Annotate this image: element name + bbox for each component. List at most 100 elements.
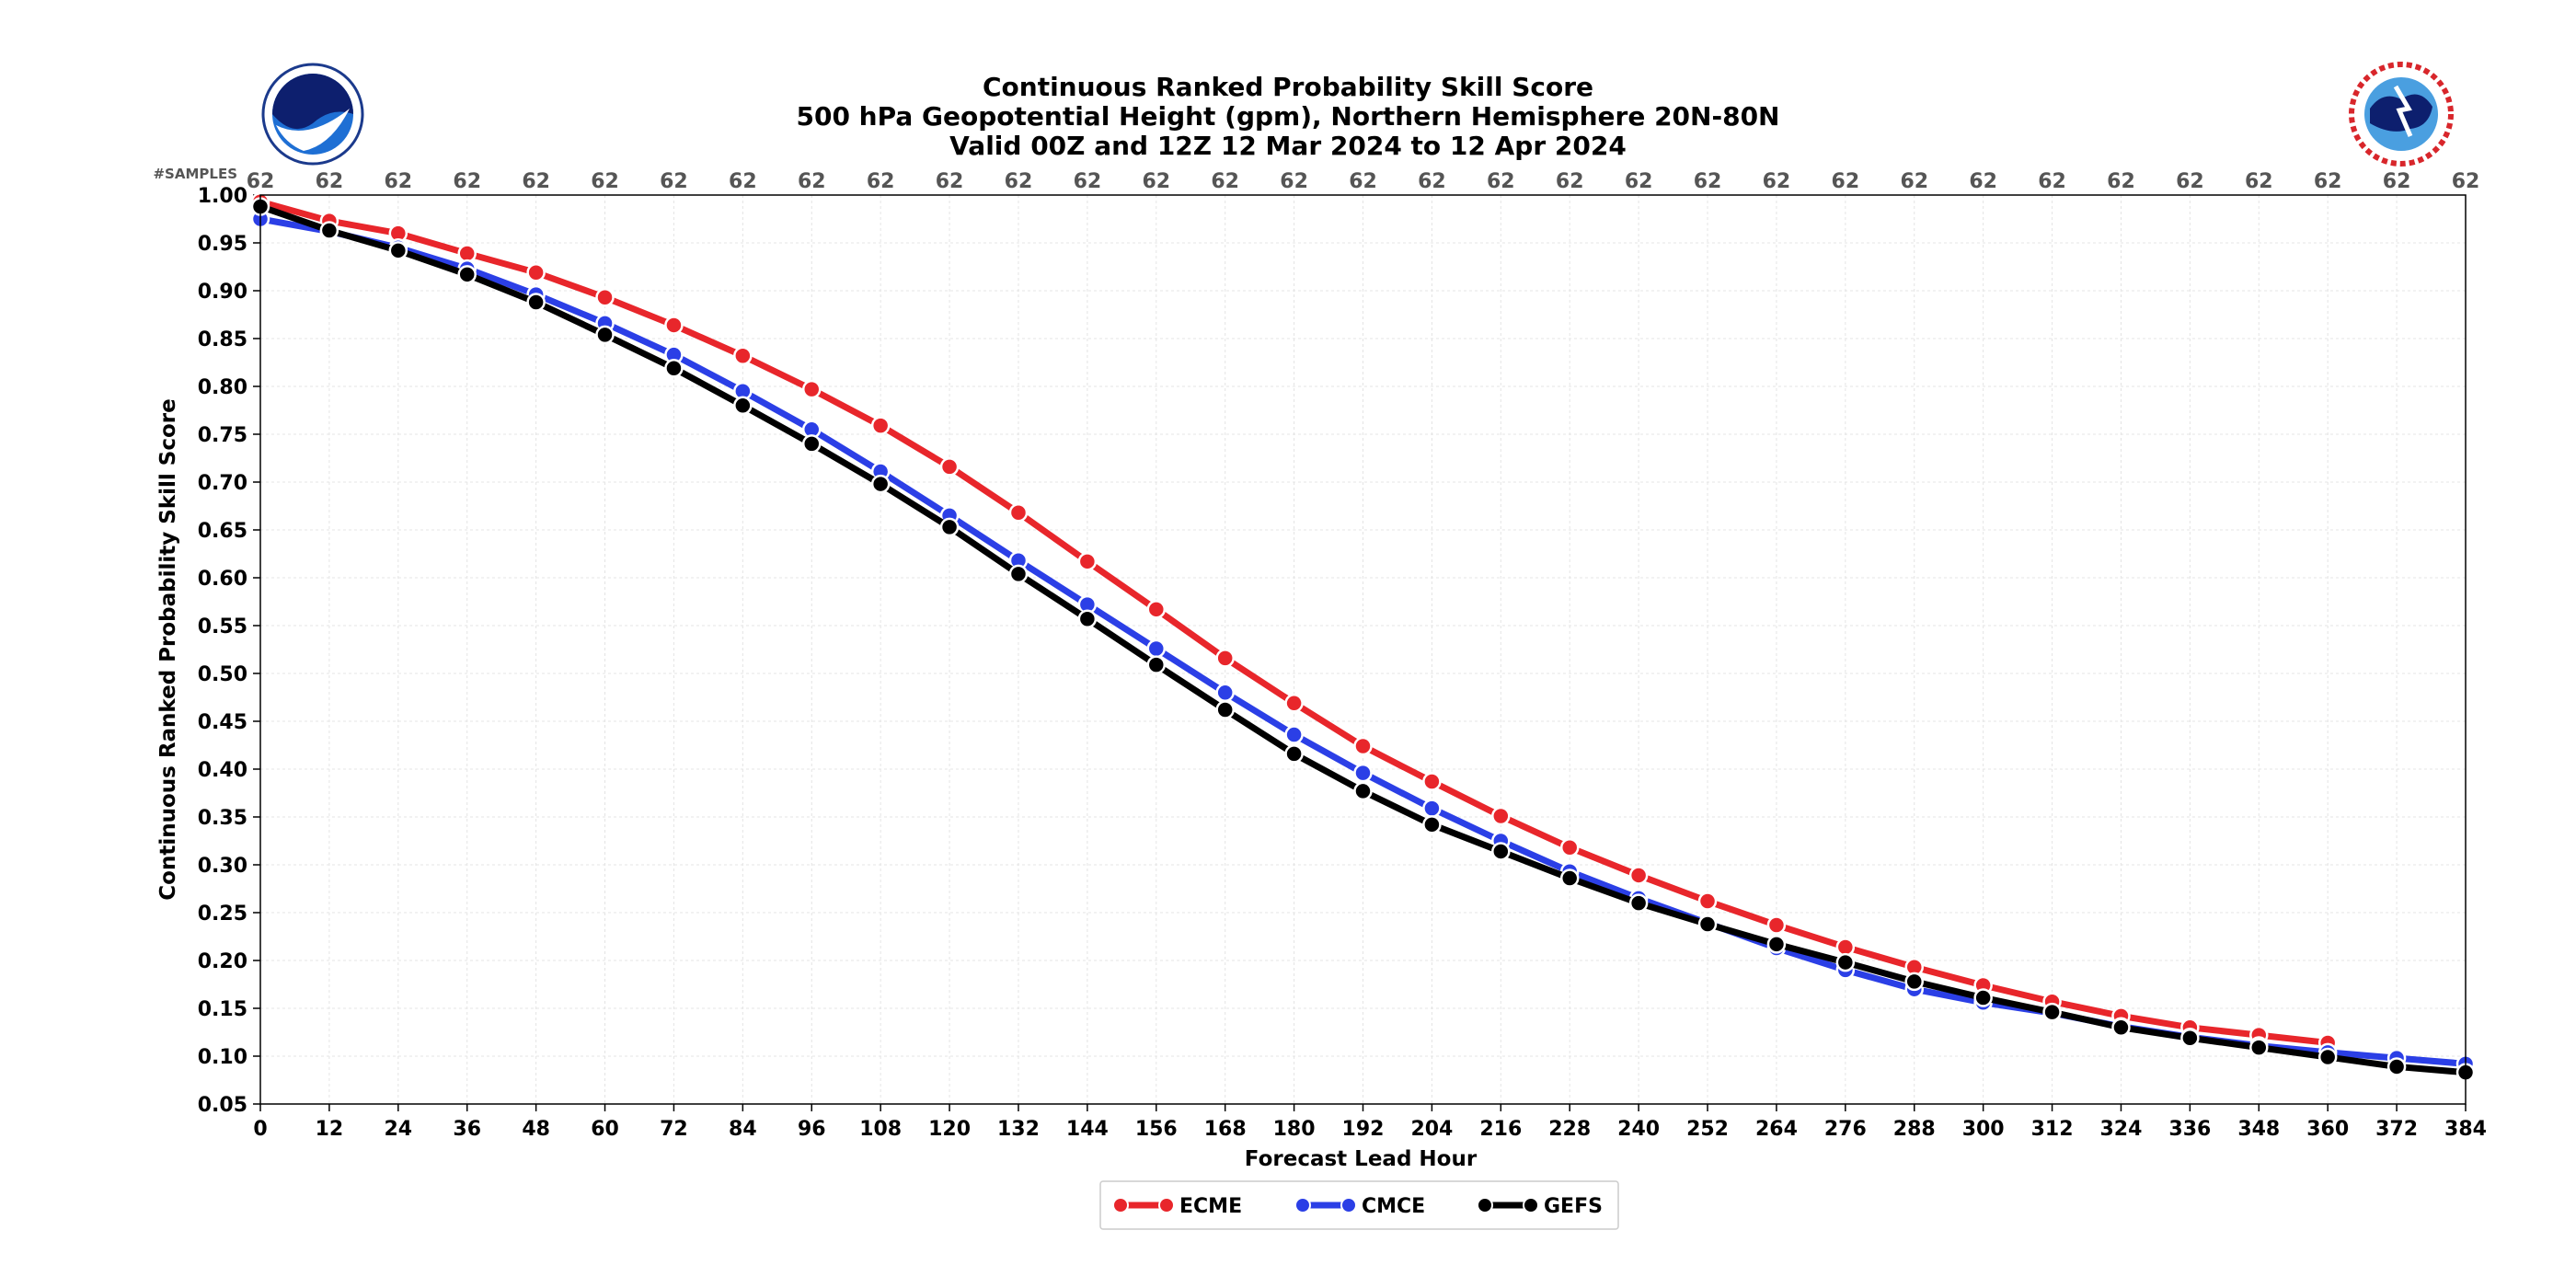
legend-swatch-marker bbox=[1294, 1197, 1311, 1213]
x-tick-label: 96 bbox=[798, 1118, 826, 1141]
x-tick-label: 288 bbox=[1893, 1118, 1936, 1141]
data-point-gefs bbox=[2317, 1047, 2338, 1067]
data-point-gefs bbox=[2386, 1057, 2407, 1076]
data-point-gefs bbox=[2042, 1002, 2062, 1022]
y-tick-label: 0.50 bbox=[198, 663, 247, 686]
samples-row: #SAMPLES 62 62 62 62 62 62 62 62 62 62 62 62 62 62 62 6… bbox=[153, 166, 2479, 193]
x-tick-label: 180 bbox=[1273, 1118, 1316, 1141]
y-tick-label: 0.05 bbox=[198, 1094, 247, 1117]
data-point-gefs bbox=[1766, 935, 1787, 954]
legend-swatch-marker bbox=[1340, 1197, 1357, 1213]
sample-count-label: 62 bbox=[1074, 170, 1102, 193]
sample-count-label: 62 bbox=[247, 170, 275, 193]
data-point-ecme bbox=[1766, 915, 1787, 935]
y-tick-label: 0.30 bbox=[198, 855, 247, 878]
data-point-ecme bbox=[664, 316, 684, 335]
data-point-gefs bbox=[1697, 914, 1718, 934]
data-point-ecme bbox=[1559, 838, 1580, 857]
x-tick-label: 348 bbox=[2237, 1118, 2280, 1141]
data-point-gefs bbox=[526, 293, 546, 312]
chart-title-line-3: Valid 00Z and 12Z 12 Mar 2024 to 12 Apr … bbox=[949, 131, 1627, 161]
sample-count-label: 62 bbox=[729, 170, 757, 193]
sample-count-label: 62 bbox=[1625, 170, 1653, 193]
data-point-gefs bbox=[2249, 1038, 2269, 1057]
data-point-gefs bbox=[1077, 609, 1098, 628]
y-tick-label: 0.85 bbox=[198, 328, 247, 351]
y-tick-label: 0.90 bbox=[198, 281, 247, 304]
data-point-ecme bbox=[1353, 736, 1373, 756]
x-tick-label: 168 bbox=[1204, 1118, 1247, 1141]
data-point-gefs bbox=[1835, 952, 1856, 972]
sample-count-label: 62 bbox=[2038, 170, 2066, 193]
sample-count-label: 62 bbox=[1418, 170, 1446, 193]
data-point-gefs bbox=[1628, 893, 1649, 913]
x-tick-label: 120 bbox=[928, 1118, 971, 1141]
data-point-gefs bbox=[1353, 781, 1373, 801]
data-point-gefs bbox=[1215, 700, 1235, 719]
x-tick-label: 48 bbox=[522, 1118, 550, 1141]
data-point-gefs bbox=[1491, 842, 1511, 861]
sample-count-label: 62 bbox=[2245, 170, 2273, 193]
data-point-cmce bbox=[1215, 683, 1235, 703]
x-tick-label: 264 bbox=[1755, 1118, 1798, 1141]
data-point-ecme bbox=[870, 416, 891, 435]
data-point-gefs bbox=[1284, 744, 1304, 764]
sample-count-label: 62 bbox=[867, 170, 895, 193]
x-tick-label: 204 bbox=[1410, 1118, 1453, 1141]
legend-label-cmce: CMCE bbox=[1362, 1195, 1425, 1218]
x-tick-label: 144 bbox=[1066, 1118, 1109, 1141]
data-point-gefs bbox=[1904, 972, 1924, 992]
data-point-ecme bbox=[1284, 693, 1304, 713]
y-tick-label: 0.65 bbox=[198, 520, 247, 543]
y-tick-label: 0.15 bbox=[198, 998, 247, 1021]
x-tick-label: 216 bbox=[1479, 1118, 1522, 1141]
x-tick-label: 60 bbox=[591, 1118, 619, 1141]
sample-count-label: 62 bbox=[1900, 170, 1928, 193]
data-point-gefs bbox=[802, 434, 822, 454]
data-point-gefs bbox=[1973, 988, 1993, 1007]
x-tick-label: 24 bbox=[385, 1118, 413, 1141]
legend-swatch-marker bbox=[1158, 1197, 1175, 1213]
sample-count-label: 62 bbox=[1211, 170, 1239, 193]
x-tick-label: 300 bbox=[1962, 1118, 2005, 1141]
sample-count-label: 62 bbox=[1280, 170, 1308, 193]
data-point-ecme bbox=[1215, 649, 1235, 668]
legend-swatch-marker bbox=[1112, 1197, 1129, 1213]
data-point-ecme bbox=[1008, 503, 1029, 523]
data-point-gefs bbox=[2111, 1018, 2131, 1038]
samples-header: #SAMPLES bbox=[153, 166, 237, 182]
data-point-ecme bbox=[457, 244, 477, 263]
data-point-cmce bbox=[1284, 725, 1304, 744]
legend-box bbox=[1099, 1180, 1619, 1230]
legend-label-gefs: GEFS bbox=[1544, 1195, 1603, 1218]
x-tick-label: 0 bbox=[253, 1118, 267, 1141]
y-tick-label: 0.60 bbox=[198, 568, 247, 591]
data-point-gefs bbox=[870, 474, 891, 494]
x-tick-label: 156 bbox=[1135, 1118, 1178, 1141]
x-tick-label: 276 bbox=[1824, 1118, 1867, 1141]
y-tick-label: 1.00 bbox=[198, 185, 247, 208]
sample-count-label: 62 bbox=[1487, 170, 1515, 193]
data-point-gefs bbox=[939, 517, 960, 537]
sample-count-label: 62 bbox=[1969, 170, 1997, 193]
y-tick-label: 0.55 bbox=[198, 615, 247, 638]
x-tick-label: 192 bbox=[1342, 1118, 1385, 1141]
x-axis: 0 12 24 36 48 60 72 84 96 108 120 132 144 156 168 180 19… bbox=[253, 1104, 2487, 1141]
sample-count-label: 62 bbox=[522, 170, 550, 193]
x-tick-label: 360 bbox=[2306, 1118, 2349, 1141]
x-tick-label: 372 bbox=[2375, 1118, 2418, 1141]
plot-frame bbox=[259, 194, 2467, 1105]
data-point-ecme bbox=[1077, 552, 1098, 571]
y-tick-label: 0.10 bbox=[198, 1046, 247, 1069]
x-tick-label: 336 bbox=[2168, 1118, 2211, 1141]
y-tick-label: 0.25 bbox=[198, 903, 247, 926]
y-tick-label: 0.45 bbox=[198, 711, 247, 734]
y-tick-label: 0.40 bbox=[198, 759, 247, 782]
y-tick-label: 0.35 bbox=[198, 807, 247, 830]
data-point-ecme bbox=[1697, 891, 1718, 911]
data-point-ecme bbox=[595, 288, 615, 307]
data-point-ecme bbox=[802, 379, 822, 399]
legend: ECME CMCE GEFS bbox=[1099, 1180, 1619, 1230]
x-tick-label: 324 bbox=[2100, 1118, 2143, 1141]
nws-logo bbox=[2349, 62, 2454, 167]
